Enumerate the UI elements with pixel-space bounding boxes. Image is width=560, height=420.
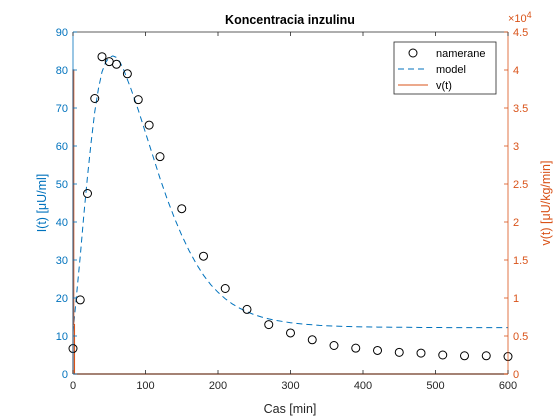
y-left-tick-label: 80 — [56, 65, 68, 77]
y-right-tick-label: 4 — [513, 65, 519, 77]
data-point-namerane — [264, 320, 274, 330]
y-left-tick-label: 90 — [56, 27, 68, 39]
x-tick-label: 500 — [426, 380, 444, 392]
y-right-tick-label: 1 — [513, 293, 519, 305]
data-point-namerane — [351, 343, 361, 353]
y-right-tick-label: 0 — [513, 369, 519, 381]
y-right-tick-label: 2.5 — [513, 179, 528, 191]
axes-layer: 0 100 200 300 400 500 600010203040506070809000… — [56, 27, 529, 392]
data-point-namerane — [307, 335, 317, 345]
y-left-tick-label: 0 — [62, 369, 68, 381]
y-left-tick-label: 60 — [56, 141, 68, 153]
x-tick-label: 300 — [281, 380, 299, 392]
y-axis-right-exponent: ×104 — [508, 10, 532, 25]
data-point-namerane — [90, 94, 100, 103]
y-left-tick-label: 40 — [56, 217, 68, 229]
x-tick-label: 200 — [209, 380, 227, 392]
legend-marker-namerane — [408, 48, 418, 58]
series-model-line — [72, 55, 508, 333]
data-point-namerane — [112, 59, 121, 69]
data-point-namerane — [286, 328, 295, 338]
legend: namerane model v(t) — [393, 41, 497, 95]
y-left-tick-label: 70 — [56, 103, 68, 115]
data-point-namerane — [97, 52, 107, 62]
x-tick-label: 400 — [354, 380, 372, 392]
y-right-tick-label: 3 — [513, 141, 519, 153]
data-point-namerane — [122, 69, 132, 79]
data-point-namerane — [394, 347, 404, 357]
data-point-namerane — [177, 204, 187, 214]
y-right-tick-label: 3.5 — [513, 103, 528, 115]
data-point-namerane — [83, 189, 92, 198]
data-point-namerane — [416, 348, 426, 358]
y-right-tick-label: 4.5 — [513, 27, 528, 39]
legend-label-model: model — [436, 64, 466, 76]
y-left-tick-label: 20 — [56, 293, 68, 305]
legend-label-namerane: namerane — [436, 48, 486, 60]
data-point-namerane — [133, 95, 143, 105]
data-point-namerane — [242, 304, 252, 314]
x-axis-label: Cas [min] — [264, 402, 317, 416]
data-point-namerane — [438, 350, 448, 360]
chart-title: Koncentracia inzulinu — [225, 13, 355, 27]
y-axis-right-label: v(t) [μU/kg/min] — [539, 161, 553, 246]
x-tick-label: 600 — [499, 380, 517, 392]
data-point-namerane — [220, 284, 230, 293]
data-point-namerane — [329, 341, 339, 350]
data-point-namerane — [199, 251, 208, 261]
y-left-tick-label: 10 — [56, 331, 68, 343]
data-point-namerane — [460, 351, 469, 361]
y-axis-left-label: I(t) [μU/ml] — [35, 174, 49, 233]
y-left-tick-label: 30 — [56, 255, 68, 267]
data-point-namerane — [144, 120, 154, 130]
y-right-tick-label: 2 — [513, 217, 519, 229]
data-point-namerane — [481, 351, 491, 361]
legend-label-v: v(t) — [436, 80, 452, 92]
data-point-namerane — [373, 345, 382, 355]
x-tick-label: 100 — [136, 380, 154, 392]
data-point-namerane — [155, 152, 165, 162]
data-point-namerane — [75, 295, 85, 305]
y-right-tick-label: 1.5 — [513, 255, 528, 267]
y-left-tick-label: 50 — [56, 179, 68, 191]
y-right-tick-label: 0.5 — [513, 331, 528, 343]
x-tick-label: 0 — [70, 380, 76, 392]
